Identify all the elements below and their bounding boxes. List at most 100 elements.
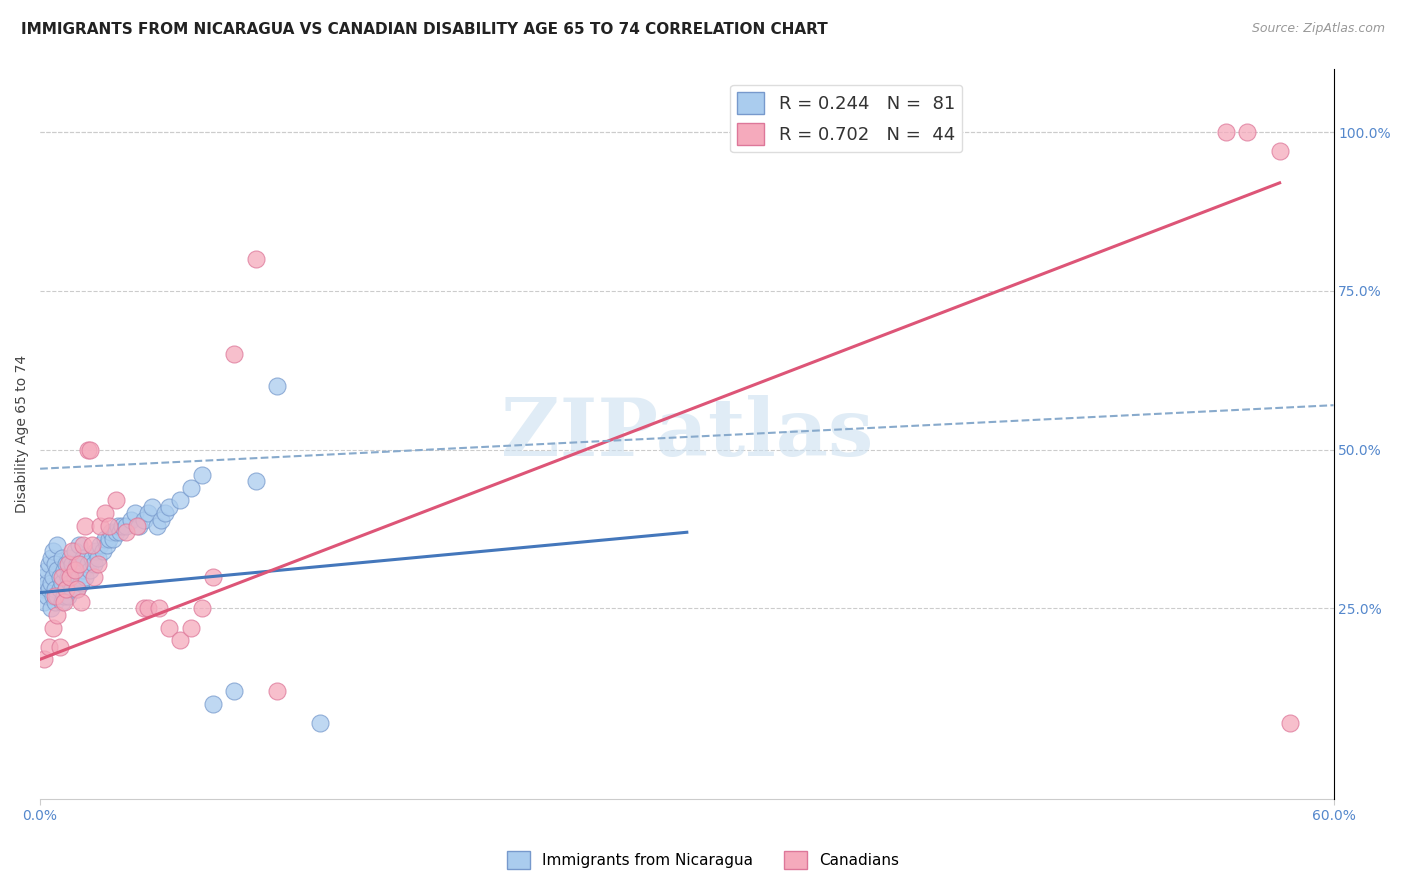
Point (55, 557, 77, 571)
Point (42, 621, 65, 635)
Point (44, 589, 66, 603)
Point (39, 601, 62, 615)
Point (103, 532, 125, 546)
Point (38, 582, 60, 597)
Point (266, 684, 288, 698)
Point (108, 525, 131, 540)
Point (63, 563, 86, 577)
Point (63, 570, 86, 584)
Point (76, 557, 98, 571)
Point (44, 582, 66, 597)
Point (35, 563, 58, 577)
Text: IMMIGRANTS FROM NICARAGUA VS CANADIAN DISABILITY AGE 65 TO 74 CORRELATION CHART: IMMIGRANTS FROM NICARAGUA VS CANADIAN DI… (21, 22, 828, 37)
Point (1215, 125, 1237, 139)
Point (191, 601, 214, 615)
Point (59, 550, 82, 565)
Point (67, 570, 90, 584)
Point (84, 544, 107, 558)
Point (46, 589, 69, 603)
Point (66, 582, 89, 597)
Point (59, 576, 82, 591)
Point (89, 519, 111, 533)
Point (94, 506, 117, 520)
Point (191, 468, 214, 483)
Point (39, 550, 62, 565)
Point (136, 506, 159, 520)
Point (94, 532, 117, 546)
Point (34, 570, 56, 584)
Point (72, 538, 94, 552)
Point (52, 589, 75, 603)
Point (42, 589, 65, 603)
Point (132, 512, 155, 526)
Point (180, 481, 202, 495)
Point (1236, 125, 1258, 139)
Point (159, 621, 181, 635)
Point (39, 576, 62, 591)
Point (42, 544, 65, 558)
Point (100, 525, 122, 540)
Point (201, 697, 224, 711)
Point (115, 519, 138, 533)
Point (48, 582, 70, 597)
Point (48, 640, 70, 654)
Point (224, 347, 246, 361)
Point (80, 538, 103, 552)
Point (98, 532, 121, 546)
Point (115, 525, 138, 540)
Point (1279, 715, 1302, 730)
Point (56, 570, 79, 584)
Point (38, 557, 60, 571)
Point (87, 557, 110, 571)
Point (35, 589, 58, 603)
Point (62, 557, 84, 571)
Point (127, 519, 149, 533)
Point (266, 379, 288, 393)
Point (72, 563, 94, 577)
Point (149, 512, 172, 526)
Point (34, 652, 56, 666)
Point (128, 519, 150, 533)
Point (79, 442, 101, 457)
Point (148, 601, 170, 615)
Point (42, 570, 65, 584)
Point (169, 493, 191, 508)
Point (48, 570, 70, 584)
Point (62, 544, 84, 558)
Point (245, 252, 267, 266)
Text: ZIPatlas: ZIPatlas (501, 395, 873, 473)
Point (169, 633, 191, 648)
Point (309, 715, 332, 730)
Point (124, 506, 146, 520)
Point (87, 550, 110, 565)
Point (201, 570, 224, 584)
Point (1268, 144, 1291, 158)
Point (67, 557, 90, 571)
Point (75, 519, 97, 533)
Point (89, 538, 111, 552)
Point (67, 538, 90, 552)
Point (75, 570, 97, 584)
Point (51, 550, 73, 565)
Point (46, 607, 69, 622)
Point (79, 563, 101, 577)
Point (44, 557, 66, 571)
Point (107, 519, 129, 533)
Point (245, 475, 267, 489)
Point (104, 493, 127, 508)
Point (180, 621, 202, 635)
Text: Source: ZipAtlas.com: Source: ZipAtlas.com (1251, 22, 1385, 36)
Point (141, 500, 163, 514)
Point (56, 589, 79, 603)
Point (63, 544, 86, 558)
Point (51, 570, 73, 584)
Point (52, 563, 75, 577)
Point (35, 576, 58, 591)
Point (31, 582, 53, 597)
Point (132, 601, 155, 615)
Point (83, 570, 105, 584)
Point (91, 544, 114, 558)
Legend: Immigrants from Nicaragua, Canadians: Immigrants from Nicaragua, Canadians (501, 845, 905, 875)
Point (55, 582, 77, 597)
Point (83, 557, 105, 571)
